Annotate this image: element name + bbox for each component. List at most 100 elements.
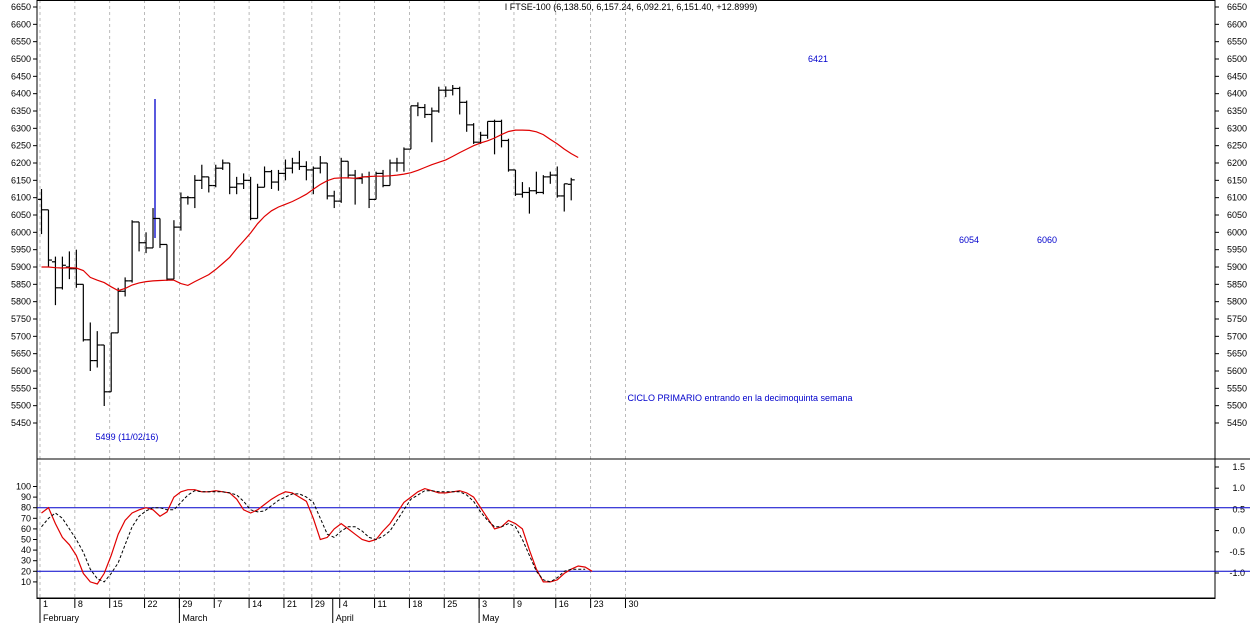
ohlc-bar [288,157,296,174]
y-tick-label: 6450 [1227,71,1247,81]
ohlc-bar [400,147,408,172]
ohlc-bar [344,160,352,179]
ohlc-bar [184,195,192,205]
ohlc-bar [518,182,526,198]
ohlc-bar [330,190,338,209]
ohlc-bar [142,232,150,254]
ohlc-bar [100,344,108,407]
osc-tick-label: 0.0 [1232,526,1245,536]
y-tick-label: 5950 [1227,245,1247,255]
osc-tick-label: 1.5 [1232,462,1245,472]
ohlc-bar [525,187,533,214]
y-tick-label: 6100 [1227,193,1247,203]
x-tick-label: 16 [559,599,569,609]
ohlc-bar [86,322,94,371]
ohlc-bar [135,221,143,252]
y-tick-label: 6600 [1227,19,1247,29]
y-tick-label: 6200 [11,158,31,168]
osc-tick-label: 40 [21,545,31,555]
ohlc-bar [560,183,568,212]
x-tick-label: 15 [113,599,123,609]
ohlc-bar [93,331,101,368]
y-tick-label: 6350 [11,106,31,116]
ohlc-bar [316,156,324,174]
ohlc-bar [38,189,45,235]
ohlc-bar [504,138,512,172]
ohlc-bar [428,107,436,143]
ohlc-bar [421,104,429,118]
ohlc-bar [442,86,450,98]
ohlc-bar [247,176,255,221]
ohlc-bar [72,249,80,288]
y-tick-label: 5700 [1227,331,1247,341]
ohlc-bar [65,251,73,280]
y-tick-label: 6300 [1227,123,1247,133]
ohlc-bar [463,100,471,132]
x-tick-label: 4 [343,599,348,609]
ohlc-bar [567,177,575,201]
y-tick-label: 5450 [1227,418,1247,428]
y-tick-label: 5850 [11,279,31,289]
ohlc-bar [393,157,401,172]
y-tick-label: 6200 [1227,158,1247,168]
month-label: March [182,613,207,623]
ohlc-bar [58,256,66,290]
y-tick-label: 6400 [1227,89,1247,99]
y-tick-label: 5550 [1227,383,1247,393]
osc-tick-label: 10 [21,577,31,587]
y-tick-label: 5800 [1227,297,1247,307]
chart-frame [36,0,1250,599]
osc-tick-label: 1.0 [1232,483,1245,493]
y-tick-label: 5900 [11,262,31,272]
ohlc-bar [205,176,213,193]
ohlc-bar [546,171,554,184]
y-tick-label: 5450 [11,418,31,428]
y-tick-label: 6250 [11,141,31,151]
y-tick-label: 6450 [11,71,31,81]
ohlc-bar [268,169,276,189]
osc-tick-label: -0.5 [1229,547,1245,557]
ohlc-bar [44,209,52,267]
y-tick-label: 5750 [11,314,31,324]
y-tick-label: 6250 [1227,141,1247,151]
ohlc-bar [407,105,415,150]
ohlc-bar [511,169,519,196]
ohlc-bar [163,243,171,281]
ohlc-bar [532,171,540,195]
x-tick-label: 11 [378,599,387,609]
y-tick-label: 5600 [11,366,31,376]
ohlc-bar [449,85,457,96]
ohlc-bar [539,175,547,195]
y-tick-label: 6000 [11,227,31,237]
ohlc-bar [156,217,164,248]
y-tick-label: 6050 [11,210,31,220]
y-tick-label: 5800 [11,297,31,307]
price-axis-right: 5450 5500 5550 5600 5650 5700 5750 5800 5850 5900… [1215,2,1247,428]
y-tick-label: 5750 [1227,314,1247,324]
osc-tick-label: 90 [21,492,31,502]
x-tick-label: 7 [217,599,222,609]
month-label: February [43,613,80,623]
y-tick-label: 6650 [11,2,31,12]
y-tick-label: 5550 [11,383,31,393]
x-tick-label: 23 [594,599,604,609]
y-tick-label: 6000 [1227,227,1247,237]
ohlc-bar [226,162,234,195]
month-label: April [336,613,354,623]
x-tick-label: 3 [482,599,487,609]
x-tick-label: 18 [412,599,422,609]
osc-tick-label: 100 [16,482,31,492]
ohlc-bar [337,157,345,203]
ohlc-bar [240,173,248,189]
y-tick-label: 6550 [1227,37,1247,47]
annotation-low-may-1: 6054 [959,235,979,245]
x-tick-label: 25 [447,599,457,609]
y-tick-label: 5850 [1227,279,1247,289]
ohlc-bar [212,164,220,188]
osc-tick-label: 60 [21,524,31,534]
y-tick-label: 6500 [11,54,31,64]
ohlc-bar [114,287,122,334]
ohlc-bar [386,159,394,187]
y-tick-label: 6650 [1227,2,1247,12]
